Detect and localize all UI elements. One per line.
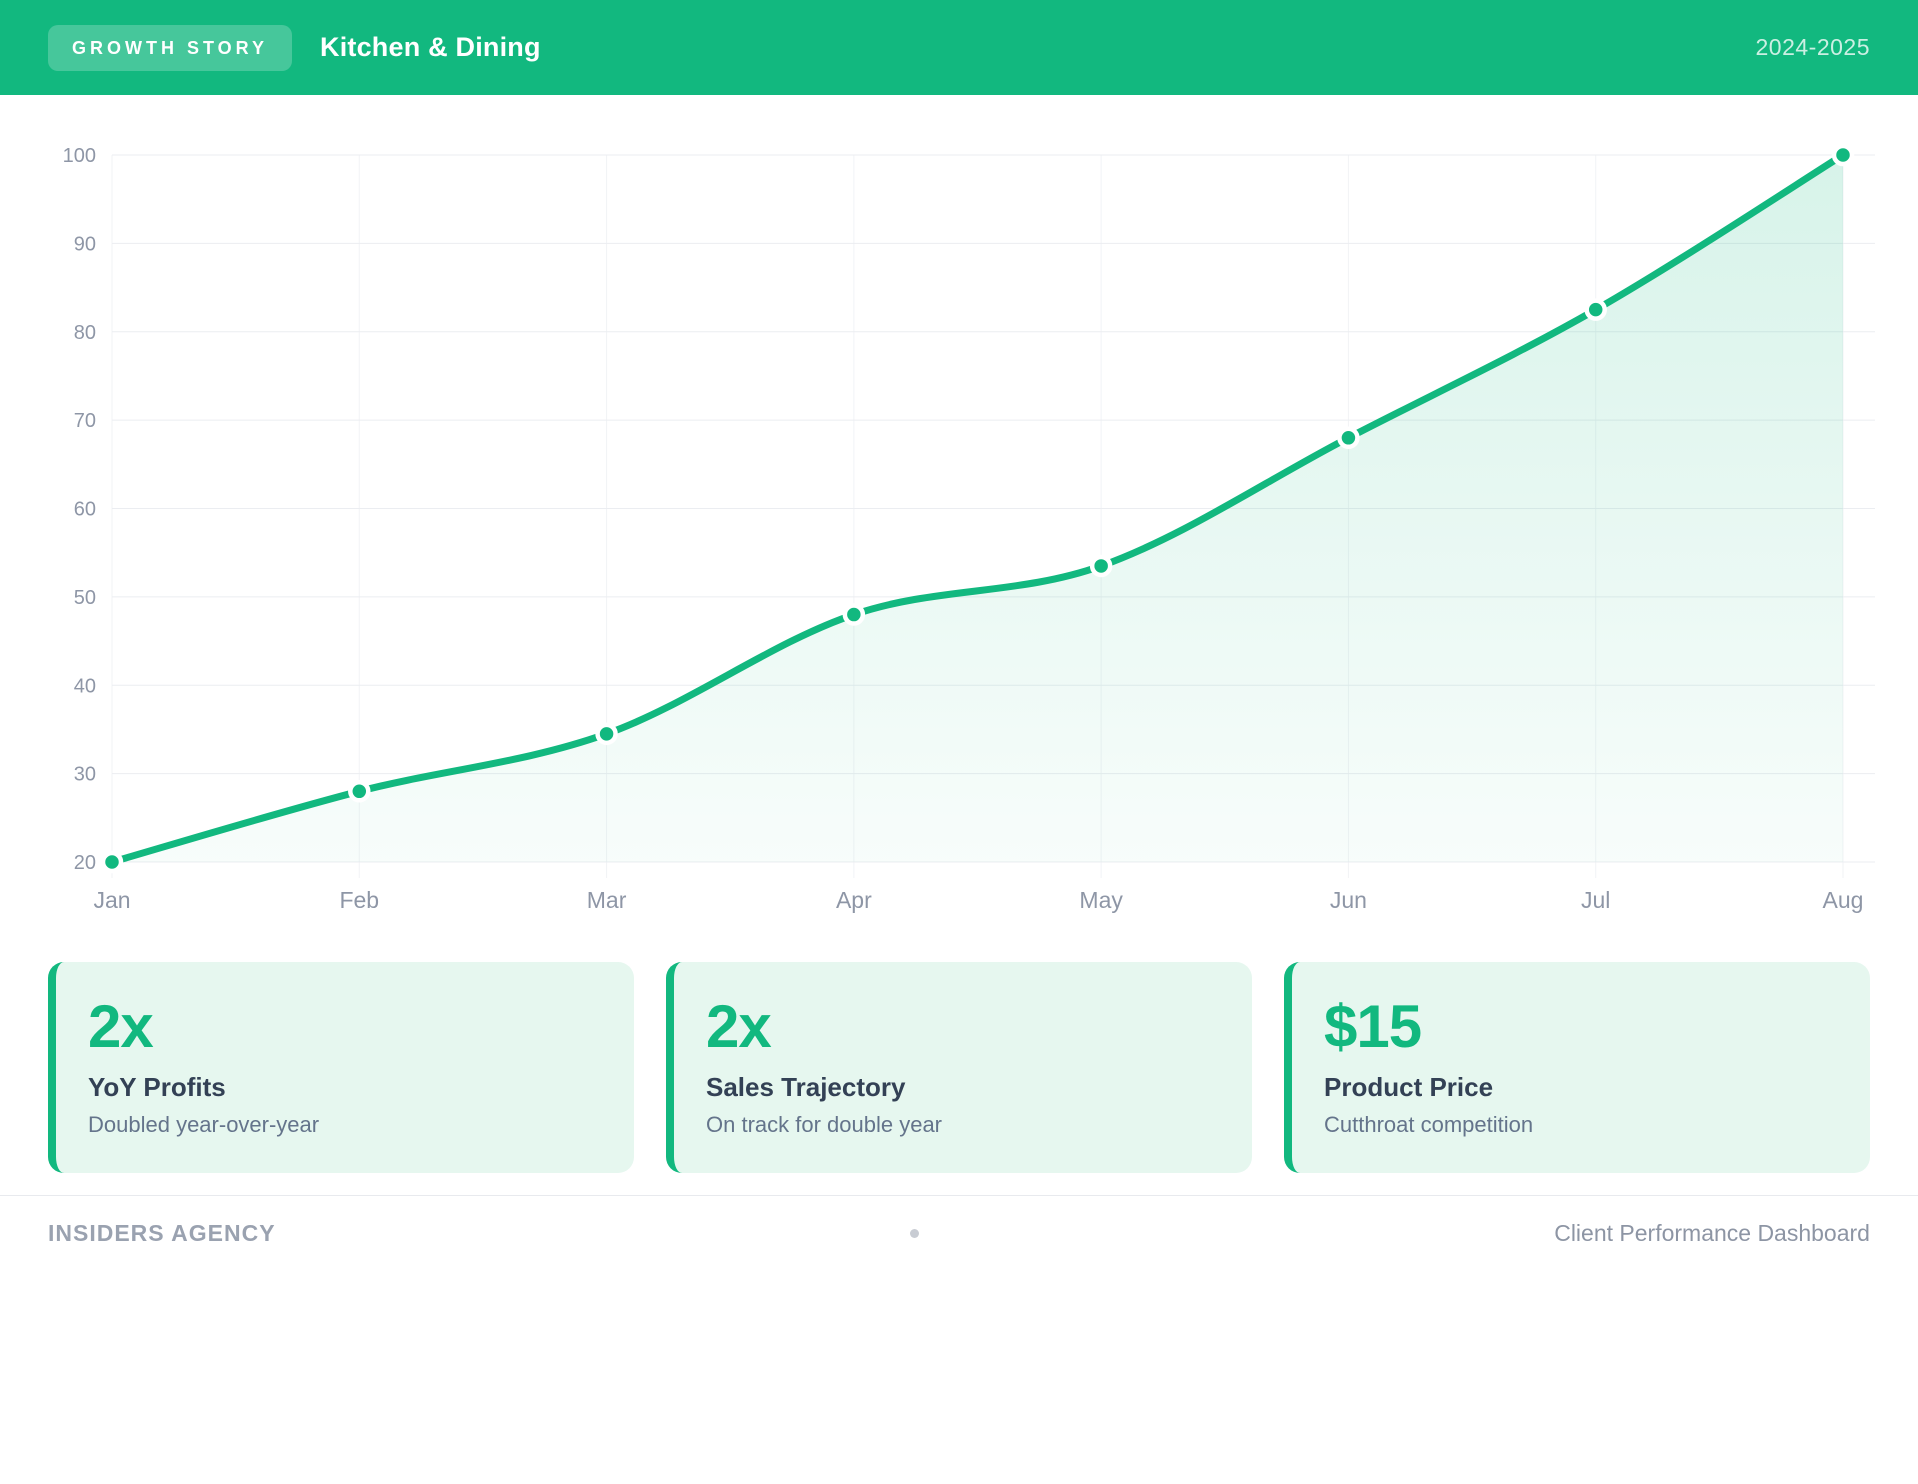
y-tick-label: 20 bbox=[74, 852, 96, 874]
stat-description: On track for double year bbox=[706, 1111, 943, 1137]
y-tick-label: 70 bbox=[74, 410, 96, 432]
stat-card-product-price: $15 Product Price Cutthroat competition bbox=[1284, 962, 1870, 1173]
agency-brand: INSIDERS AGENCY bbox=[48, 1219, 276, 1246]
header-bar: GROWTH STORY Kitchen & Dining 2024-2025 bbox=[0, 0, 1918, 95]
area-fill bbox=[112, 155, 1843, 862]
stat-card-yoy-profits: 2x YoY Profits Doubled year-over-year bbox=[48, 962, 634, 1173]
data-point bbox=[1337, 426, 1360, 450]
growth-story-badge: GROWTH STORY bbox=[48, 24, 292, 71]
chart-section: 20 30 40 50 60 70 80 90 100 Jan Feb Mar Apr May Jun Jul… bbox=[0, 95, 1918, 950]
data-point bbox=[1831, 143, 1855, 167]
x-tick-label: Jun bbox=[1330, 887, 1367, 913]
data-point bbox=[842, 603, 866, 626]
period-label: 2024-2025 bbox=[1755, 34, 1870, 60]
page-title: Kitchen & Dining bbox=[320, 32, 541, 62]
growth-line-chart: 20 30 40 50 60 70 80 90 100 Jan Feb Mar Apr May Jun Jul… bbox=[63, 143, 1875, 913]
data-point bbox=[1089, 554, 1113, 578]
y-tick-label: 80 bbox=[74, 322, 96, 344]
data-point bbox=[348, 780, 371, 803]
y-tick-label: 50 bbox=[74, 587, 96, 609]
data-point bbox=[1584, 298, 1607, 321]
stat-description: Cutthroat competition bbox=[1324, 1111, 1534, 1137]
growth-line bbox=[108, 151, 1847, 866]
x-tick-label: May bbox=[1079, 887, 1123, 913]
data-point bbox=[595, 722, 618, 746]
y-tick-label: 100 bbox=[63, 145, 96, 167]
y-tick-label: 40 bbox=[74, 675, 96, 697]
x-tick-label: Apr bbox=[836, 887, 872, 913]
stat-value: 2x bbox=[88, 993, 154, 1060]
x-tick-label: Feb bbox=[339, 887, 379, 913]
stats-row: 2x YoY Profits Doubled year-over-year 2x… bbox=[0, 962, 1918, 1173]
dashboard-caption: Client Performance Dashboard bbox=[1554, 1219, 1870, 1246]
stat-label: Sales Trajectory bbox=[706, 1072, 906, 1102]
stat-value: $15 bbox=[1324, 993, 1422, 1060]
x-tick-label: Jul bbox=[1581, 887, 1610, 913]
footer-bar: INSIDERS AGENCY Client Performance Dashb… bbox=[0, 1196, 1918, 1270]
stat-label: Product Price bbox=[1324, 1072, 1494, 1102]
stat-label: YoY Profits bbox=[88, 1072, 226, 1102]
y-tick-label: 60 bbox=[74, 499, 96, 521]
x-tick-label: Jan bbox=[93, 887, 130, 913]
data-point bbox=[100, 850, 124, 874]
footer-divider bbox=[0, 1195, 1918, 1196]
stat-value: 2x bbox=[706, 993, 772, 1060]
x-tick-label: Aug bbox=[1823, 887, 1864, 913]
x-tick-label: Mar bbox=[587, 887, 627, 913]
separator-dot-icon bbox=[910, 1228, 920, 1238]
stat-description: Doubled year-over-year bbox=[88, 1111, 320, 1137]
y-tick-label: 90 bbox=[74, 233, 96, 255]
y-tick-label: 30 bbox=[74, 764, 96, 786]
stat-card-sales-trajectory: 2x Sales Trajectory On track for double … bbox=[666, 962, 1252, 1173]
